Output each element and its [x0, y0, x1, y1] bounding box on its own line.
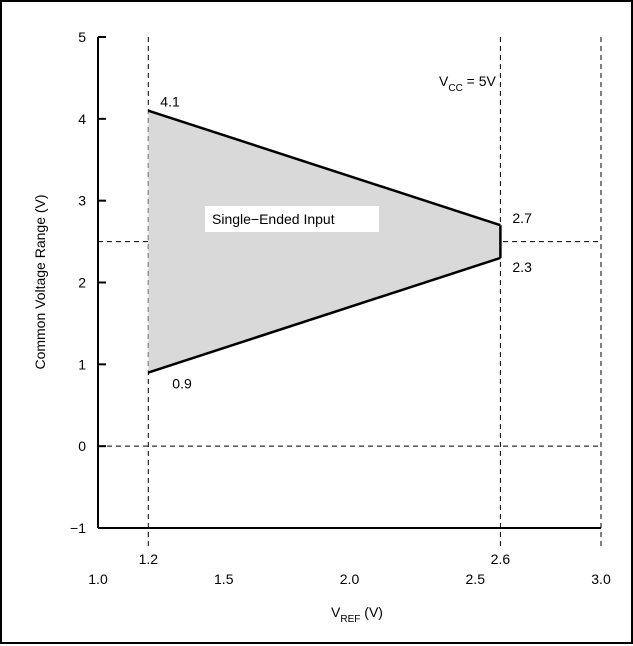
- x-marker-label-1: 2.6: [491, 551, 511, 567]
- y-tick-label-6: 5: [78, 29, 86, 45]
- single-ended-input-region: [148, 110, 501, 373]
- x-axis-label: VREF (V): [331, 604, 383, 625]
- y-tick-label-2: 1: [78, 356, 86, 372]
- x-label-sub: REF: [340, 614, 360, 625]
- x-label-main: V: [331, 604, 341, 620]
- y-tick-label-0: −1: [70, 520, 86, 536]
- vcc-rest: = 5V: [463, 73, 497, 89]
- point-label-3: 0.9: [172, 376, 192, 392]
- region-label-background: [205, 206, 379, 232]
- x-tick-label-4: 3.0: [591, 571, 611, 587]
- x-marker-label-0: 1.2: [139, 551, 159, 567]
- x-label-unit: (V): [360, 604, 383, 620]
- region-label: Single−Ended Input: [212, 211, 335, 227]
- vcc-main: V: [439, 73, 449, 89]
- upper-boundary-line: [147, 109, 501, 227]
- point-labels: 4.1 2.7 2.3 0.9: [160, 94, 532, 392]
- y-tick-label-4: 3: [78, 193, 86, 209]
- y-tick-label-5: 4: [78, 111, 86, 127]
- y-tick-label-1: 0: [78, 438, 86, 454]
- axes: [97, 36, 601, 529]
- x-tick-label-3: 2.5: [466, 571, 486, 587]
- vcc-sub: CC: [448, 83, 462, 94]
- region-boundary-lines: [147, 109, 502, 374]
- lower-boundary-line: [147, 256, 501, 374]
- vcc-condition-label: VCC = 5V: [439, 73, 497, 94]
- tick-labels: −1 0 1 2 3 4 5 1.0 1.5 2.0 2.5 3.0 1.2 2.6: [70, 29, 611, 587]
- x-tick-label-0: 1.0: [88, 571, 108, 587]
- point-label-0: 4.1: [160, 94, 180, 110]
- point-label-2: 2.3: [512, 259, 532, 275]
- y-axis-label: Common Voltage Range (V): [32, 194, 48, 369]
- point-label-1: 2.7: [512, 210, 532, 226]
- x-tick-label-2: 2.0: [340, 571, 360, 587]
- x-tick-label-1: 1.5: [214, 571, 234, 587]
- y-tick-label-3: 2: [78, 275, 86, 291]
